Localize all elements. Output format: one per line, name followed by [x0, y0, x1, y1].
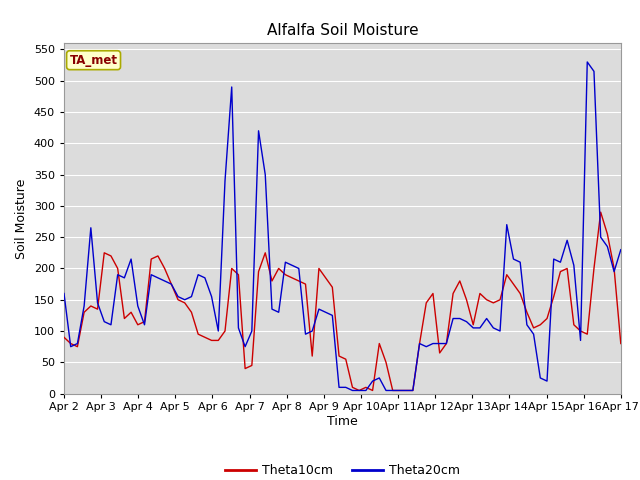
Legend: Theta10cm, Theta20cm: Theta10cm, Theta20cm	[220, 459, 465, 480]
Text: TA_met: TA_met	[70, 54, 118, 67]
Y-axis label: Soil Moisture: Soil Moisture	[15, 178, 28, 259]
X-axis label: Time: Time	[327, 415, 358, 428]
Title: Alfalfa Soil Moisture: Alfalfa Soil Moisture	[267, 23, 418, 38]
